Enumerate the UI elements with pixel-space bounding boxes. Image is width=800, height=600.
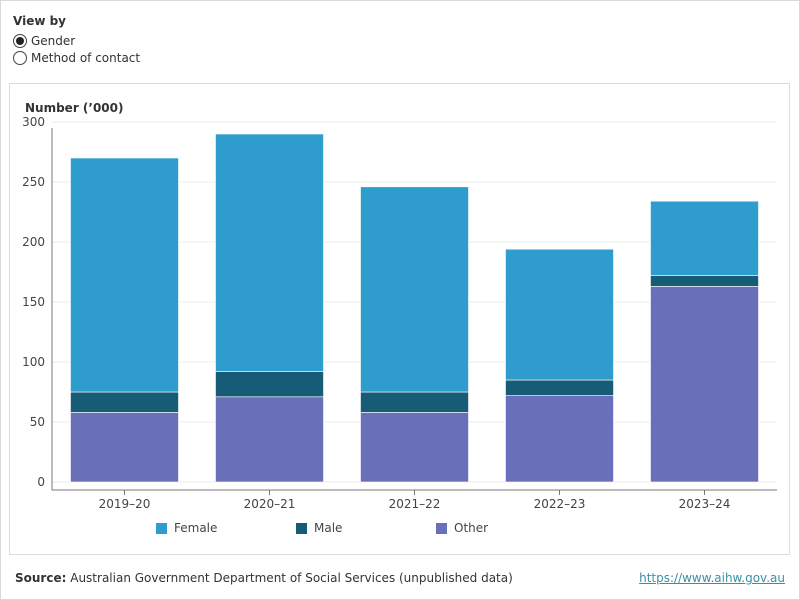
radio-gender-button[interactable] <box>13 33 27 48</box>
radio-method-of-contact[interactable]: Method of contact <box>13 49 140 66</box>
bar-other-0[interactable] <box>70 412 179 483</box>
view-by-control: View by Gender Method of contact <box>13 14 140 66</box>
y-tick-label: 150 <box>22 295 45 309</box>
y-tick-label: 250 <box>22 175 45 189</box>
aihw-link[interactable]: https://www.aihw.gov.au <box>639 571 785 585</box>
legend-swatch-female <box>156 522 167 534</box>
y-tick-label: 300 <box>22 115 45 129</box>
radio-gender[interactable]: Gender <box>13 32 140 49</box>
y-tick-label: 200 <box>22 235 45 249</box>
x-tick-label: 2021–22 <box>389 497 441 511</box>
x-tick-label: 2022–23 <box>534 497 586 511</box>
bar-female-4[interactable] <box>650 200 759 276</box>
y-axis-title: Number (’000) <box>25 101 124 115</box>
bar-other-3[interactable] <box>505 395 614 483</box>
bar-other-4[interactable] <box>650 286 759 483</box>
footer: Source: Australian Government Department… <box>15 571 785 585</box>
legend-item-female[interactable]: Female <box>156 521 217 535</box>
legend-swatch-male <box>296 522 307 534</box>
bar-male-0[interactable] <box>70 391 179 413</box>
bar-female-2[interactable] <box>360 186 469 393</box>
radio-method-of-contact-label: Method of contact <box>31 50 141 65</box>
bar-male-4[interactable] <box>650 275 759 287</box>
bar-female-3[interactable] <box>505 248 614 381</box>
bar-other-1[interactable] <box>215 396 324 483</box>
source-text: Australian Government Department of Soci… <box>70 571 513 585</box>
view-by-title: View by <box>13 14 67 28</box>
x-tick-label: 2023–24 <box>679 497 731 511</box>
bar-other-2[interactable] <box>360 412 469 483</box>
legend-item-male[interactable]: Male <box>296 521 342 535</box>
legend-label-male: Male <box>314 521 343 535</box>
y-tick-label: 50 <box>30 415 45 429</box>
legend-item-other[interactable]: Other <box>436 521 488 535</box>
y-tick-label: 0 <box>37 475 45 489</box>
bar-female-1[interactable] <box>215 133 324 372</box>
legend-label-other: Other <box>454 521 489 535</box>
bar-male-3[interactable] <box>505 379 614 396</box>
source-label: Source: <box>15 571 67 585</box>
x-tick-label: 2019–20 <box>99 497 151 511</box>
radio-gender-label: Gender <box>31 33 76 48</box>
bar-female-0[interactable] <box>70 157 179 393</box>
y-tick-label: 100 <box>22 355 45 369</box>
chart-panel <box>9 83 790 555</box>
legend-label-female: Female <box>174 521 218 535</box>
x-tick-label: 2020–21 <box>244 497 296 511</box>
legend: Female Male Other <box>0 521 800 537</box>
legend-swatch-other <box>436 522 447 534</box>
bar-male-2[interactable] <box>360 391 469 413</box>
radio-method-of-contact-button[interactable] <box>13 50 27 65</box>
bar-male-1[interactable] <box>215 371 324 398</box>
source-note: Source: Australian Government Department… <box>15 571 513 585</box>
